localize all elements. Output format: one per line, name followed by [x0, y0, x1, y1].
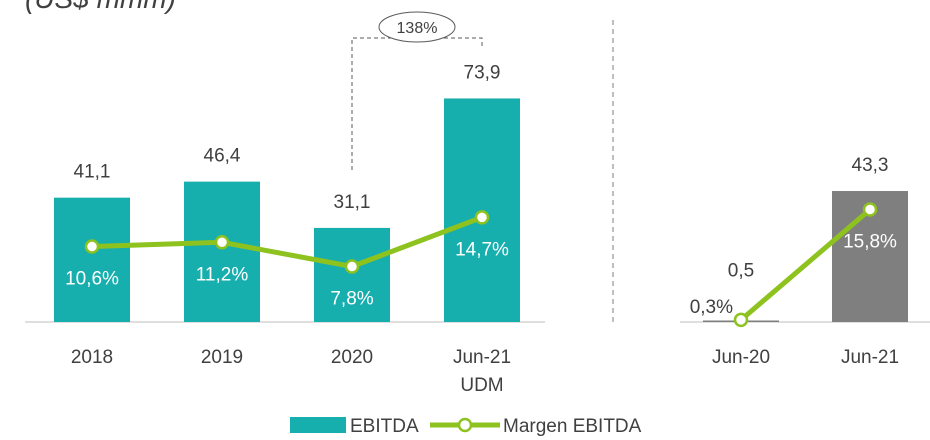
- bar-label: 41,1: [74, 162, 111, 183]
- x-tick-label: 2020: [331, 347, 373, 368]
- x-tick-label: 2019: [201, 347, 243, 368]
- margin-marker: [862, 202, 878, 217]
- x-tick-label: Jun-21: [841, 347, 899, 368]
- ebitda-bar: [314, 227, 390, 322]
- margin-marker: [344, 259, 360, 274]
- margin-marker: [733, 312, 749, 328]
- bar-label: 43,3: [852, 155, 889, 176]
- bar-label: 31,1: [334, 192, 371, 213]
- ebitda-bar: [54, 197, 130, 322]
- margin-label: 11,2%: [196, 264, 249, 285]
- margin-line: [739, 207, 872, 322]
- bar-label: 46,4: [204, 146, 241, 167]
- margin-label: 14,7%: [455, 239, 509, 260]
- margin-label: 10,6%: [65, 269, 119, 290]
- margin-marker: [474, 210, 490, 225]
- growth-label: 138%: [397, 20, 438, 37]
- margin-marker: [214, 235, 230, 250]
- x-tick-label: Jun-21 UDM: [453, 347, 511, 396]
- margin-label: 0,3%: [690, 297, 733, 318]
- margin-label: 15,8%: [843, 232, 897, 253]
- margin-marker: [84, 239, 100, 254]
- legend-label: EBITDA: [350, 416, 419, 437]
- growth-bubble: [378, 11, 456, 43]
- margin-label: 7,8%: [330, 288, 373, 309]
- ebitda-bar: [184, 181, 260, 322]
- x-tick-label: Jun-20: [712, 347, 770, 368]
- legend-marker: [457, 417, 473, 433]
- x-tick-label: 2018: [71, 347, 113, 368]
- chart-title: (US$ mmm): [25, 0, 176, 14]
- legend-swatch: [290, 417, 346, 433]
- bar-label: 73,9: [464, 62, 501, 83]
- margin-line: [91, 215, 483, 270]
- bar-label: 0,5: [728, 260, 754, 281]
- legend-label: Margen EBITDA: [503, 416, 642, 437]
